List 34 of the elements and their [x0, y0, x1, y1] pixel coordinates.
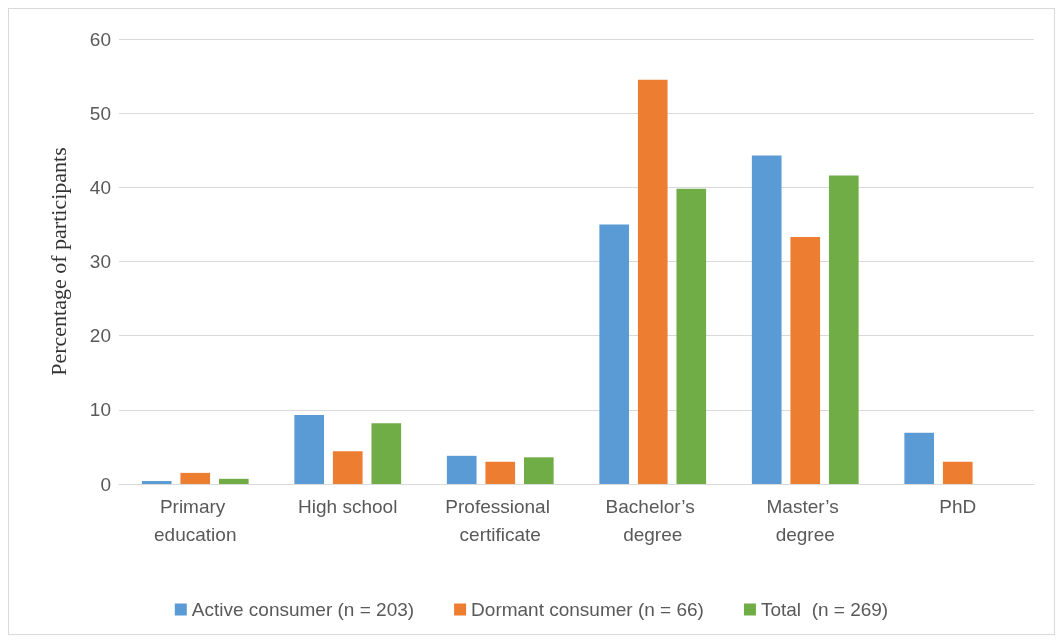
bar: [180, 472, 211, 484]
x-tick-label: Master’s degree: [766, 495, 844, 545]
bar: [637, 79, 668, 484]
y-tick-label: 20: [89, 325, 111, 347]
bar: [942, 461, 973, 484]
legend-label: Total (n = 269): [760, 599, 889, 620]
bar: [790, 237, 821, 484]
bar: [828, 175, 859, 484]
x-tick-label: Professional certificate: [445, 495, 556, 545]
y-tick-label: 60: [89, 28, 111, 50]
y-tick-label: 40: [89, 176, 111, 198]
bar: [446, 455, 477, 484]
bar: [485, 461, 516, 484]
bar: [218, 478, 249, 484]
y-tick-label: 50: [89, 102, 111, 124]
bar: [751, 155, 782, 484]
bar: [676, 188, 707, 484]
bar: [294, 415, 325, 484]
bar: [141, 481, 172, 484]
legend-label: Dormant consumer (n = 66): [471, 599, 704, 620]
bar: [523, 457, 554, 484]
bar: [904, 432, 935, 484]
legend-label: Active consumer (n = 203): [191, 599, 415, 620]
x-tick-label: High school: [298, 495, 398, 517]
y-tick-label: 30: [89, 251, 111, 272]
bar: [371, 423, 402, 484]
x-tick-label: Primary education: [154, 495, 237, 545]
y-axis-title: Percentage of participants: [45, 147, 71, 376]
bar: [599, 224, 630, 484]
x-tick-label: PhD: [939, 495, 977, 517]
y-tick-label: 0: [100, 473, 111, 495]
y-tick-label: 10: [89, 399, 111, 421]
bar: [332, 451, 363, 484]
x-tick-label: Bachelor’s degree: [605, 495, 700, 545]
